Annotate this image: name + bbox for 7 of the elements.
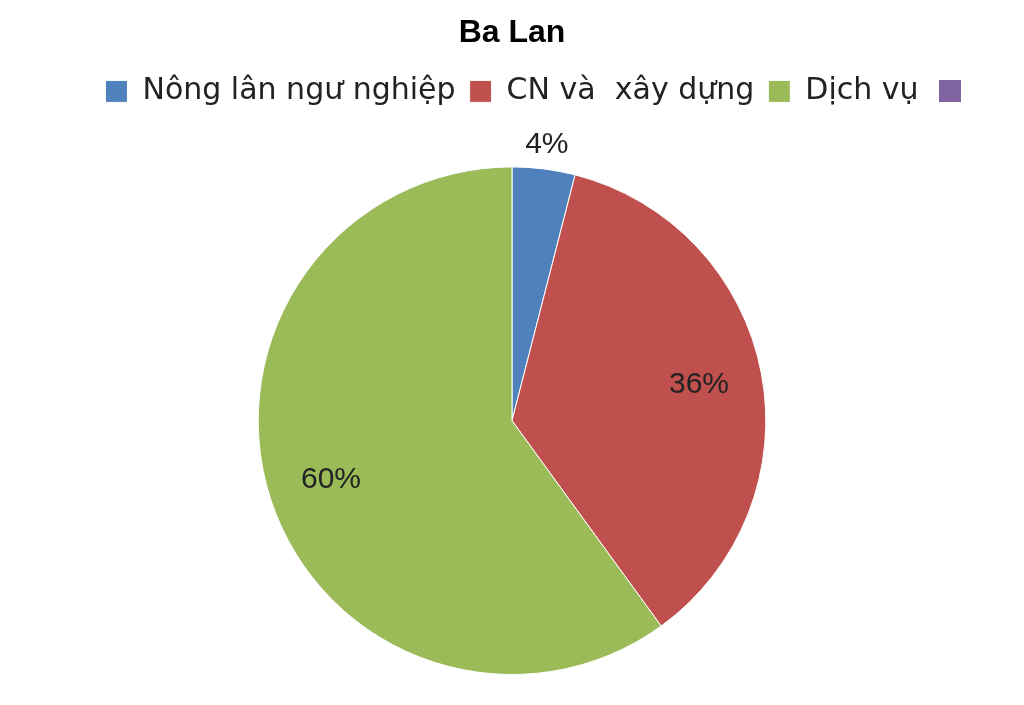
legend-label: Dịch vụ xyxy=(805,71,919,107)
data-label: 4% xyxy=(525,126,569,160)
data-label: 60% xyxy=(300,460,361,494)
legend-label: CN và xây dựng xyxy=(506,71,755,107)
chart-title: Ba Lan xyxy=(458,13,566,50)
legend-label: Nông lân ngư nghiệp xyxy=(142,71,456,107)
data-label: 36% xyxy=(668,366,729,400)
